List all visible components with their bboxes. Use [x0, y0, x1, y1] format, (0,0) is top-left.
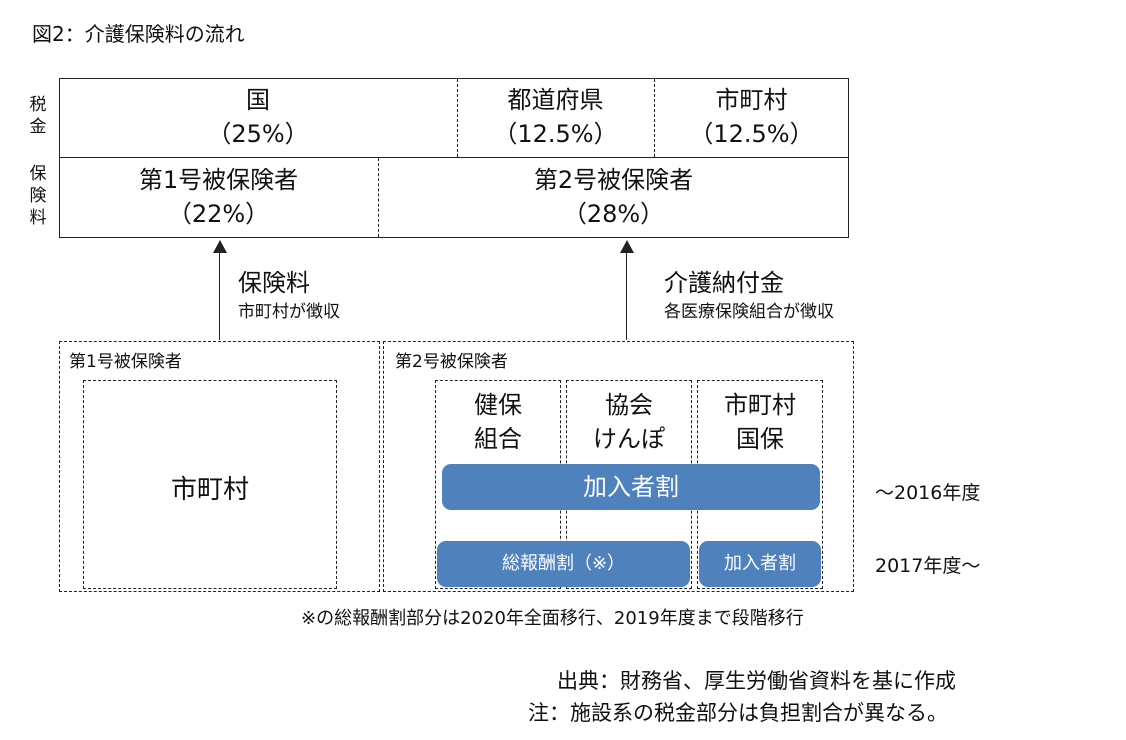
- tax-municipality-name: 市町村: [715, 86, 788, 114]
- insurer-2-line1: 協会: [605, 391, 653, 419]
- insurer-1-line2: 組合: [474, 425, 522, 453]
- tax-divider-2: [654, 79, 655, 157]
- insurer-3-line1: 市町村: [724, 391, 796, 419]
- tax-cell-national: 国 （25%）: [59, 83, 457, 151]
- premium-category2-name: 第2号被保険者: [533, 166, 694, 194]
- funding-table: [59, 78, 849, 238]
- bar-2017-income-based: 総報酬割（※）: [437, 541, 690, 587]
- insurer-2-line2: けんぽ: [593, 425, 665, 453]
- arrow-right-line: [626, 252, 627, 340]
- group2-label: 第2号被保険者: [395, 352, 508, 372]
- year-label-2017: 2017年度～: [875, 555, 981, 577]
- insurer-label-kyokai-kenpo: 協会 けんぽ: [566, 388, 692, 456]
- tax-cell-prefecture: 都道府県 （12.5%）: [457, 83, 654, 151]
- footnote: ※の総報酬割部分は2020年全面移行、2019年度まで段階移行: [301, 608, 804, 629]
- source-text: 出典：財務省、厚生労働省資料を基に作成: [557, 669, 956, 693]
- insurer-3-line2: 国保: [736, 425, 784, 453]
- arrow-left-line: [219, 252, 220, 340]
- group1-inner-label: 市町村: [170, 475, 249, 505]
- bar-2016-per-capita: 加入者割: [442, 464, 820, 510]
- group1-box: [59, 341, 380, 592]
- premium-cell-category1: 第1号被保険者 （22%）: [59, 163, 378, 231]
- tax-divider-1: [457, 79, 458, 157]
- tax-national-name: 国: [246, 86, 270, 114]
- premium-category2-share: （28%）: [562, 200, 665, 228]
- year-label-2016: ～2016年度: [875, 482, 981, 504]
- tax-prefecture-name: 都道府県: [507, 86, 604, 114]
- flow-right-title: 介護納付金: [664, 269, 784, 297]
- group1-label: 第1号被保険者: [69, 352, 182, 372]
- premium-category1-share: （22%）: [167, 200, 270, 228]
- flow-left-title: 保険料: [238, 269, 310, 297]
- premium-divider: [378, 158, 379, 237]
- insurer-1-line1: 健保: [474, 391, 522, 419]
- flow-left-sub: 市町村が徴収: [238, 302, 340, 322]
- tax-national-share: （25%）: [207, 120, 309, 148]
- tax-cell-municipality: 市町村 （12.5%）: [654, 83, 849, 151]
- figure-title: 図2：介護保険料の流れ: [32, 22, 245, 46]
- tax-municipality-share: （12.5%）: [689, 120, 814, 148]
- arrow-up-icon: [213, 240, 227, 253]
- premium-cell-category2: 第2号被保険者 （28%）: [378, 163, 849, 231]
- note-text: 注：施設系の税金部分は負担割合が異なる。: [528, 701, 948, 725]
- side-label-premium: 保険料: [28, 163, 48, 229]
- group1-inner-box: [83, 380, 337, 589]
- insurer-label-kokuho: 市町村 国保: [697, 388, 823, 456]
- flow-right-sub: 各医療保険組合が徴収: [664, 302, 834, 322]
- bar-2017-per-capita: 加入者割: [699, 541, 821, 587]
- premium-category1-name: 第1号被保険者: [138, 166, 299, 194]
- side-label-tax-text: 税金: [29, 95, 47, 137]
- arrow-up-icon: [620, 240, 634, 253]
- group2-box: [383, 341, 854, 592]
- insurer-label-kenpo-kumiai: 健保 組合: [435, 388, 561, 456]
- table-row-divider: [59, 157, 849, 158]
- tax-prefecture-share: （12.5%）: [493, 120, 618, 148]
- side-label-premium-text: 保険料: [29, 164, 47, 228]
- side-label-tax: 税金: [28, 94, 48, 138]
